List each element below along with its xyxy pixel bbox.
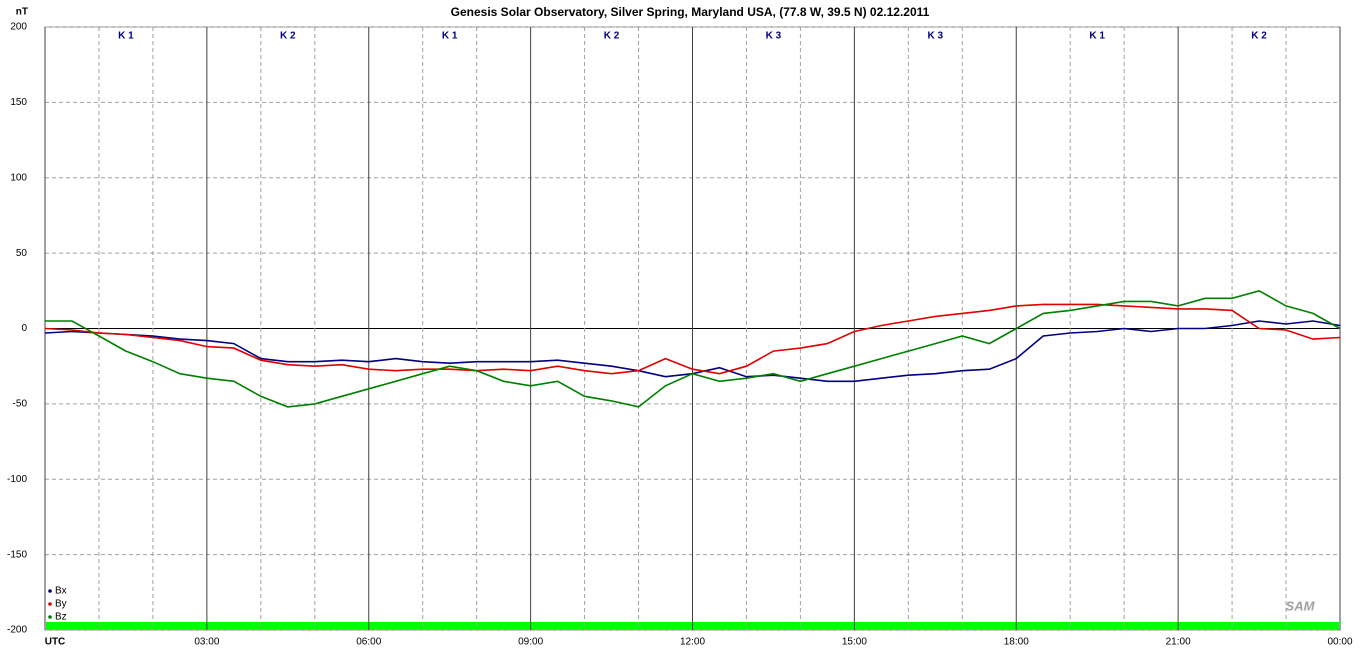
legend-swatch [48,589,52,593]
x-tick-label: 12:00 [680,637,705,648]
series-line [44,303,1341,375]
k-index-label: K 2 [280,31,296,42]
x-tick-label: 06:00 [356,637,381,648]
y-tick-label: 50 [16,248,28,259]
y-tick-label: -50 [13,399,28,410]
y-tick-label: 200 [10,22,27,33]
k-index-label: K 1 [118,31,134,42]
legend-label: By [55,599,67,610]
y-tick-label: -200 [7,625,27,636]
y-tick-label: -100 [7,474,27,485]
y-tick-label: -150 [7,549,27,560]
y-tick-label: 150 [10,97,27,108]
logo: SAM [1286,598,1316,613]
x-tick-label: 00:00 [1327,637,1352,648]
y-tick-label: 0 [21,323,27,334]
x-tick-label: 15:00 [842,637,867,648]
x-tick-label: 18:00 [1004,637,1029,648]
y-tick-label: 100 [10,172,27,183]
legend-swatch [48,615,52,619]
k-index-label: K 3 [766,31,782,42]
chart-title: Genesis Solar Observatory, Silver Spring… [451,5,930,19]
k-index-label: K 1 [1089,31,1105,42]
x-tick-label: 03:00 [194,637,219,648]
k-index-label: K 1 [442,31,458,42]
k-index-label: K 3 [928,31,944,42]
legend-label: Bx [55,586,67,597]
series-line [45,289,1341,408]
x-tick-label: 09:00 [518,637,543,648]
k-index-label: K 2 [1251,31,1267,42]
x-tick-label: UTC [45,637,66,648]
x-tick-label: 21:00 [1166,637,1191,648]
legend-swatch [48,602,52,606]
y-axis-label: nT [16,7,28,18]
legend-label: Bz [55,612,67,623]
k-index-label: K 2 [604,31,620,42]
